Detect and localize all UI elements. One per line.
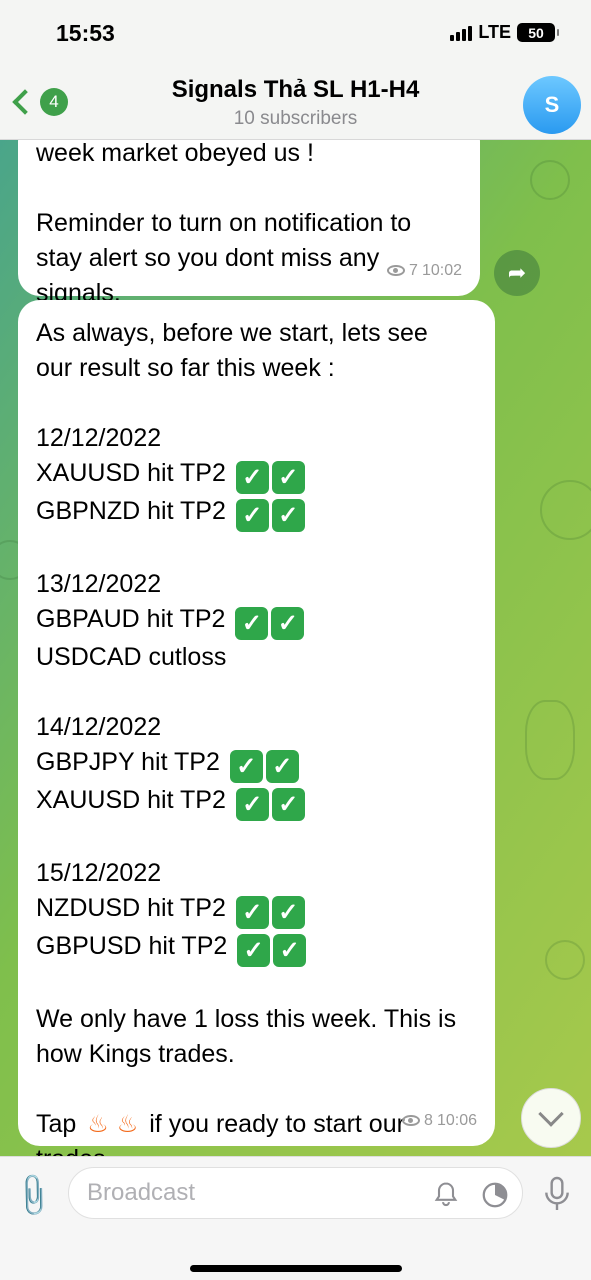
message-line: Reminder to turn on notification to [36,209,412,237]
status-bar: 15:53 LTE 50 [0,0,591,64]
message-line: 15/12/2022 [36,859,162,887]
network-label: LTE [478,22,511,42]
message-line: our result so far this week : [36,354,335,382]
message-line [36,386,477,421]
background-doodle [545,940,585,980]
message-line: USDCAD cutloss [36,643,227,671]
check-mark-icon: ✓ [235,788,269,821]
message-meta: 7 10:02 [387,253,462,288]
check-mark-icon: ✓ [229,750,263,783]
check-mark-icon: ✓ [271,461,305,494]
view-count: 8 [424,1112,433,1129]
scroll-to-bottom-button[interactable] [521,1088,581,1148]
message-line: XAUUSD hit TP2 ✓ ✓ [36,456,477,494]
check-mark-icon: ✓ [273,934,307,967]
background-doodle [540,480,591,540]
background-doodle [530,160,570,200]
message-line: trades. [36,1142,477,1156]
check-mark-icon: ✓ [237,934,271,967]
message-meta: 8 10:06 [402,1103,477,1138]
message-bubble[interactable]: As always, before we start, lets see our… [18,300,495,1156]
check-mark-icon: ✓ [235,461,269,494]
message-line: NZDUSD hit TP2 ✓ ✓ [36,891,477,929]
message-line: how Kings trades. [36,1040,235,1068]
check-mark-icon: ✓ [265,750,299,783]
check-mark-icon: ✓ [271,896,305,929]
message-time: 10:02 [421,262,462,279]
check-mark-icon: ✓ [271,788,305,821]
message-bubble[interactable]: week market obeyed us ! Reminder to turn… [18,140,480,307]
message-line [36,675,477,710]
message-line [36,967,477,1002]
views-icon [402,1115,421,1126]
check-mark-icon: ✓ [235,607,269,640]
check-mark-icon: ✓ [235,896,269,929]
paperclip-icon[interactable]: 📎 [8,1171,59,1221]
views-icon [387,265,406,276]
channel-avatar[interactable]: S [523,76,581,134]
check-mark-icon: ✓ [235,499,269,532]
chat-header: 4 Signals Thả SL H1-H4 10 subscribers S [0,64,591,140]
channel-title[interactable]: Signals Thả SL H1-H4 [171,76,420,103]
message-line: GBPUSD hit TP2 ✓ ✓ [36,929,477,967]
message-line: As always, before we start, lets see [36,319,428,347]
status-time: 15:53 [56,20,115,46]
compose-bar: 📎 [0,1156,591,1280]
message-line: GBPAUD hit TP2 ✓ ✓ [36,602,477,640]
bell-icon[interactable] [432,1180,460,1208]
message-line: week market obeyed us ! [36,140,314,167]
view-count: 7 [409,262,418,279]
subscriber-count: 10 subscribers [233,108,358,129]
message-line: GBPNZD hit TP2 ✓ ✓ [36,494,477,532]
message-line: 13/12/2022 [36,570,162,598]
timer-icon[interactable] [480,1180,510,1210]
battery-level: 50 [528,24,544,41]
message-list[interactable]: week market obeyed us ! Reminder to turn… [0,140,591,1156]
message-line [36,532,477,567]
message-line: 14/12/2022 [36,713,162,741]
message-line: XAUUSD hit TP2 ✓ ✓ [36,783,477,821]
message-line: We only have 1 loss this week. This is [36,1005,457,1033]
back-button[interactable]: 4 [10,88,68,116]
message-time: 10:06 [436,1112,477,1129]
message-line [36,1072,477,1107]
battery-icon: 50 [517,23,559,42]
fire-icon: ♨ [87,1111,109,1138]
home-indicator [190,1265,402,1272]
message-line [36,171,462,206]
share-button[interactable]: ➦ [494,250,540,296]
signal-icon [450,25,473,41]
background-doodle [525,700,575,780]
check-mark-icon: ✓ [271,607,305,640]
unread-count-badge: 4 [40,88,68,116]
message-line: stay alert so you dont miss any [36,244,380,272]
status-indicators: LTE 50 [450,22,559,43]
message-line: 12/12/2022 [36,424,162,452]
broadcast-field[interactable] [68,1167,523,1219]
message-line [36,821,477,856]
microphone-icon[interactable] [541,1175,573,1213]
forward-icon: ➦ [507,260,527,285]
chevron-down-icon [538,1101,564,1127]
check-mark-icon: ✓ [271,499,305,532]
message-line: Tap ♨ ♨ if you ready to start our [36,1107,477,1142]
broadcast-input[interactable] [87,1168,417,1218]
fire-icon: ♨ [116,1111,139,1138]
message-line: GBPJPY hit TP2 ✓ ✓ [36,745,477,783]
